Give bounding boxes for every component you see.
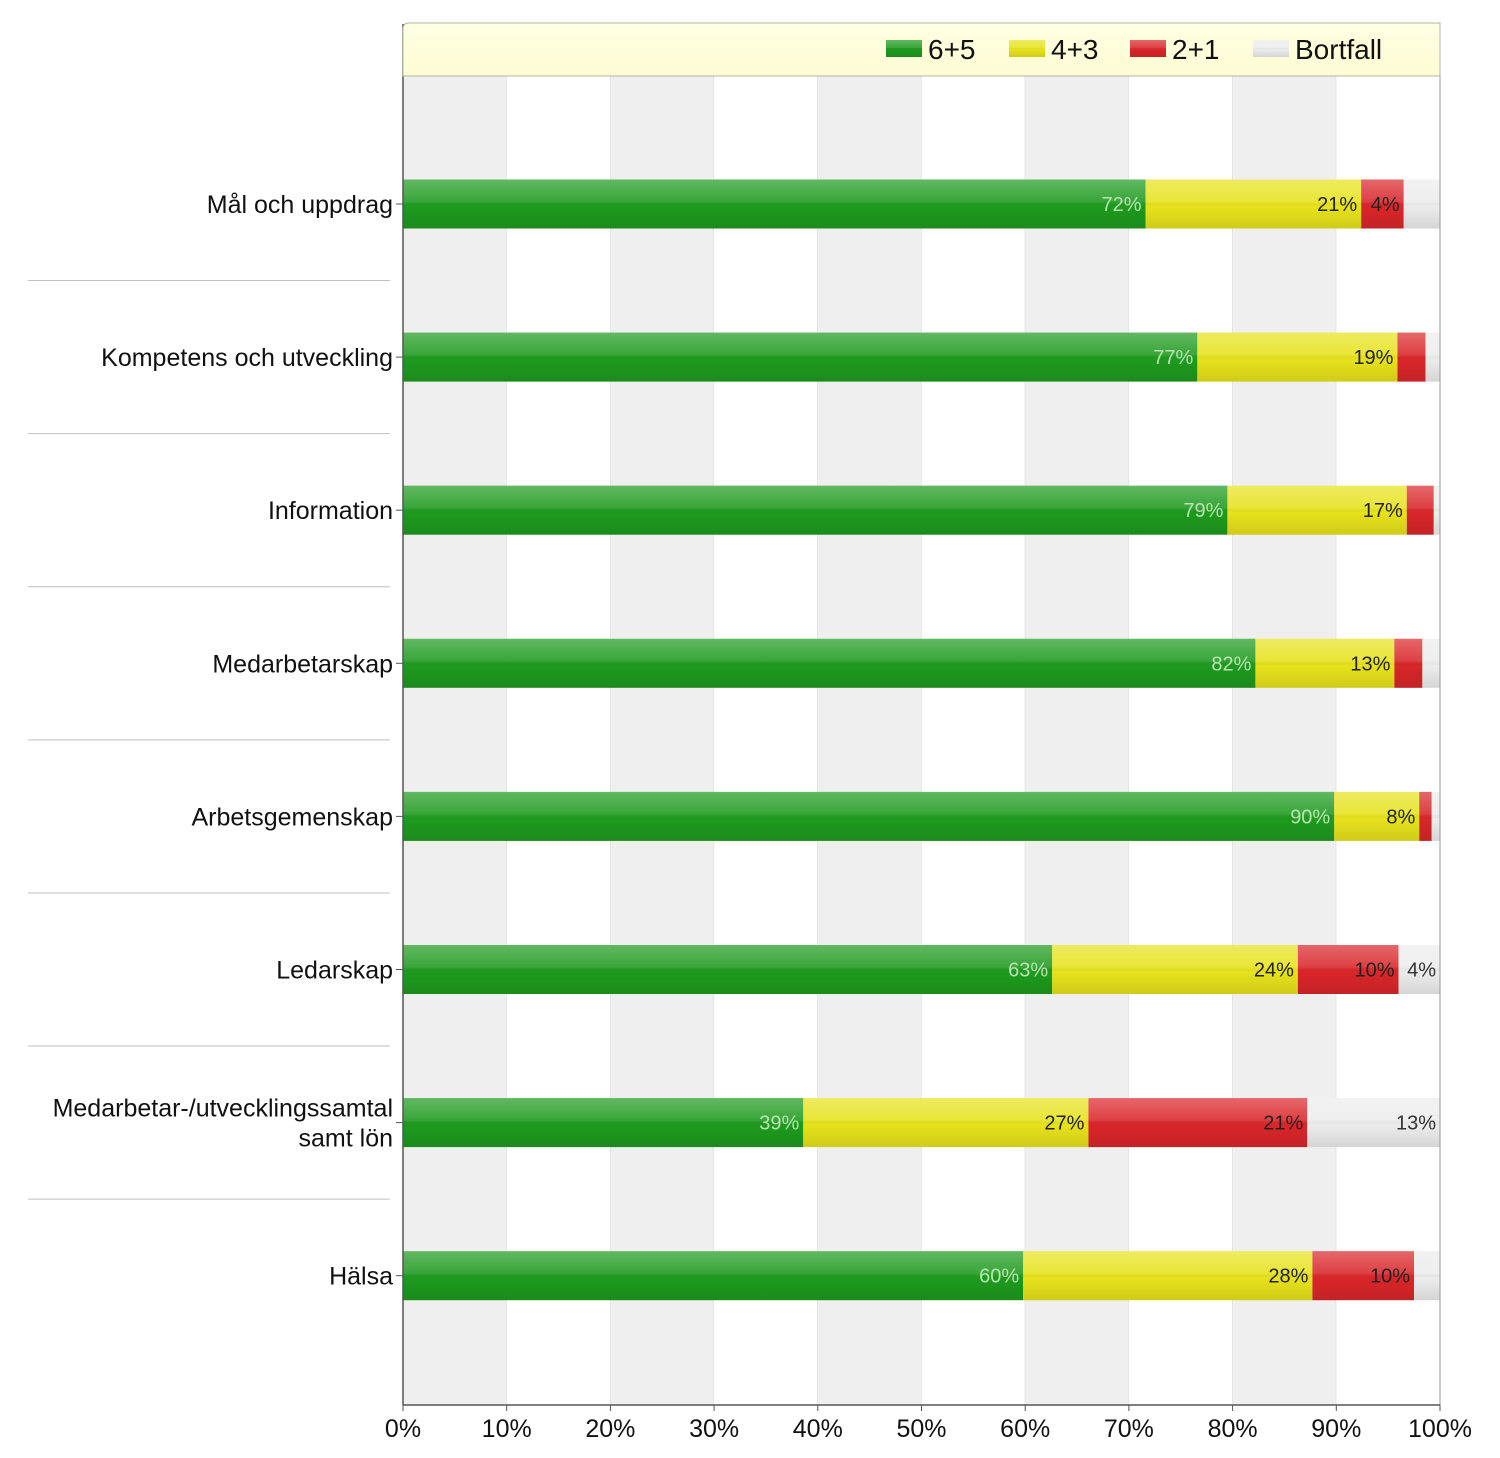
bar-segment-highlight	[1197, 332, 1398, 382]
legend-label: 4+3	[1051, 34, 1099, 65]
data-label: 21%	[1263, 1113, 1303, 1135]
category-labels: Mål och uppdrag Kompetens och utveckling I…	[53, 191, 403, 1291]
data-label: 27%	[1044, 1113, 1084, 1135]
bar-segment-highlight	[1255, 638, 1395, 688]
grid-band	[817, 76, 922, 1405]
legend-swatch-highlight	[886, 40, 922, 57]
legend-label: Bortfall	[1295, 34, 1382, 65]
bar-segment-highlight	[1052, 945, 1298, 994]
data-label: 39%	[759, 1113, 799, 1135]
grid-band	[403, 76, 507, 1405]
bar-segment-highlight	[1145, 179, 1362, 229]
bar-segment-highlight	[1422, 638, 1440, 688]
bars-layer: 72% 21% 4% 77% 19% 79% 17% 82% 13% 90% 8% 63% 24% 10%…	[403, 179, 1440, 1301]
data-label: 17%	[1363, 500, 1403, 522]
bar-segment-highlight	[803, 1098, 1089, 1148]
bar-segment-highlight	[403, 179, 1146, 229]
category-label: Ledarskap	[276, 957, 393, 985]
category-label: Hälsa	[329, 1263, 393, 1291]
bar-segment-highlight	[1398, 945, 1440, 994]
data-label: 10%	[1370, 1266, 1410, 1288]
data-label: 19%	[1353, 347, 1393, 369]
x-tick-label: 10%	[482, 1415, 532, 1443]
bar-segment-highlight	[403, 1251, 1024, 1301]
data-label: 13%	[1350, 653, 1390, 675]
bar-segment-highlight	[403, 332, 1198, 382]
grid-band	[1025, 76, 1129, 1405]
data-label: 82%	[1211, 653, 1251, 675]
data-label: 63%	[1008, 960, 1048, 982]
bar-segment-highlight	[1334, 791, 1420, 841]
data-label: 90%	[1290, 806, 1330, 828]
bar-segment-highlight	[403, 1098, 804, 1148]
category-label: Information	[268, 497, 393, 525]
legend-swatch-highlight	[1009, 40, 1045, 57]
x-tick-label: 90%	[1311, 1415, 1361, 1443]
grid-band	[506, 76, 611, 1405]
x-tick-label: 0%	[385, 1415, 421, 1443]
bar-segment-highlight	[1023, 1251, 1313, 1301]
grid-band	[921, 76, 1026, 1405]
legend-label: 2+1	[1172, 34, 1220, 65]
data-label: 28%	[1268, 1266, 1308, 1288]
data-label: 4%	[1371, 194, 1400, 216]
data-label: 72%	[1101, 194, 1141, 216]
data-label: 24%	[1254, 960, 1294, 982]
data-label: 8%	[1386, 806, 1415, 828]
bar-segment-highlight	[1403, 179, 1440, 229]
data-label: 21%	[1317, 194, 1357, 216]
x-axis-ticks: 0% 10% 20% 30% 40% 50% 60% 70% 80% 90% 100%	[385, 1405, 1472, 1443]
legend-swatch-highlight	[1253, 40, 1289, 57]
x-tick-label: 40%	[793, 1415, 843, 1443]
data-label: 79%	[1183, 500, 1223, 522]
grid-band	[1336, 76, 1440, 1405]
bar-segment-highlight	[1406, 485, 1434, 535]
bar-segment-highlight	[1307, 1098, 1440, 1148]
data-label: 60%	[979, 1266, 1019, 1288]
bar-segment-highlight	[1297, 945, 1399, 994]
x-tick-label: 50%	[896, 1415, 946, 1443]
grid-bands	[403, 76, 1441, 1405]
legend-swatch-highlight	[1130, 40, 1166, 57]
x-tick-label: 70%	[1104, 1415, 1154, 1443]
x-tick-label: 60%	[1000, 1415, 1050, 1443]
bar-segment-highlight	[403, 638, 1256, 688]
category-label: Kompetens och utveckling	[101, 344, 393, 372]
bar-segment-highlight	[1419, 791, 1432, 841]
bar-segment-highlight	[1425, 332, 1440, 382]
bar-segment-highlight	[1414, 1251, 1440, 1301]
grid-band	[714, 76, 818, 1405]
bar-segment-highlight	[1431, 791, 1440, 841]
data-label: 4%	[1407, 960, 1436, 982]
category-label: Arbetsgemenskap	[191, 803, 393, 831]
category-label: Mål och uppdrag	[207, 191, 393, 219]
legend-label: 6+5	[928, 34, 976, 65]
bar-segment-highlight	[1088, 1098, 1308, 1148]
category-label: Medarbetarskap	[212, 650, 393, 678]
data-label: 10%	[1354, 960, 1394, 982]
bar-segment-highlight	[403, 791, 1335, 841]
bar-segment-highlight	[403, 485, 1228, 535]
bar-segment-highlight	[1394, 638, 1423, 688]
bar-segment-highlight	[403, 945, 1053, 994]
category-separators	[28, 280, 390, 1200]
x-tick-label: 20%	[585, 1415, 635, 1443]
data-label: 13%	[1396, 1113, 1436, 1135]
x-tick-label: 80%	[1208, 1415, 1258, 1443]
data-label: 77%	[1153, 347, 1193, 369]
x-tick-label: 30%	[689, 1415, 739, 1443]
bar-segment-highlight	[1227, 485, 1407, 535]
bar-segment-highlight	[1397, 332, 1426, 382]
grid-band	[610, 76, 715, 1405]
category-label: Medarbetar-/utvecklingssamtal samt lön	[53, 1095, 393, 1153]
bar-segment-highlight	[1312, 1251, 1415, 1301]
x-tick-label: 100%	[1408, 1415, 1472, 1443]
legend: 6+5 4+3 2+1 Bortfall	[402, 22, 1441, 77]
bar-segment-highlight	[1361, 179, 1404, 229]
bar-segment-highlight	[1433, 485, 1440, 535]
grid-band	[1232, 76, 1337, 1405]
grid-band	[1128, 76, 1233, 1405]
